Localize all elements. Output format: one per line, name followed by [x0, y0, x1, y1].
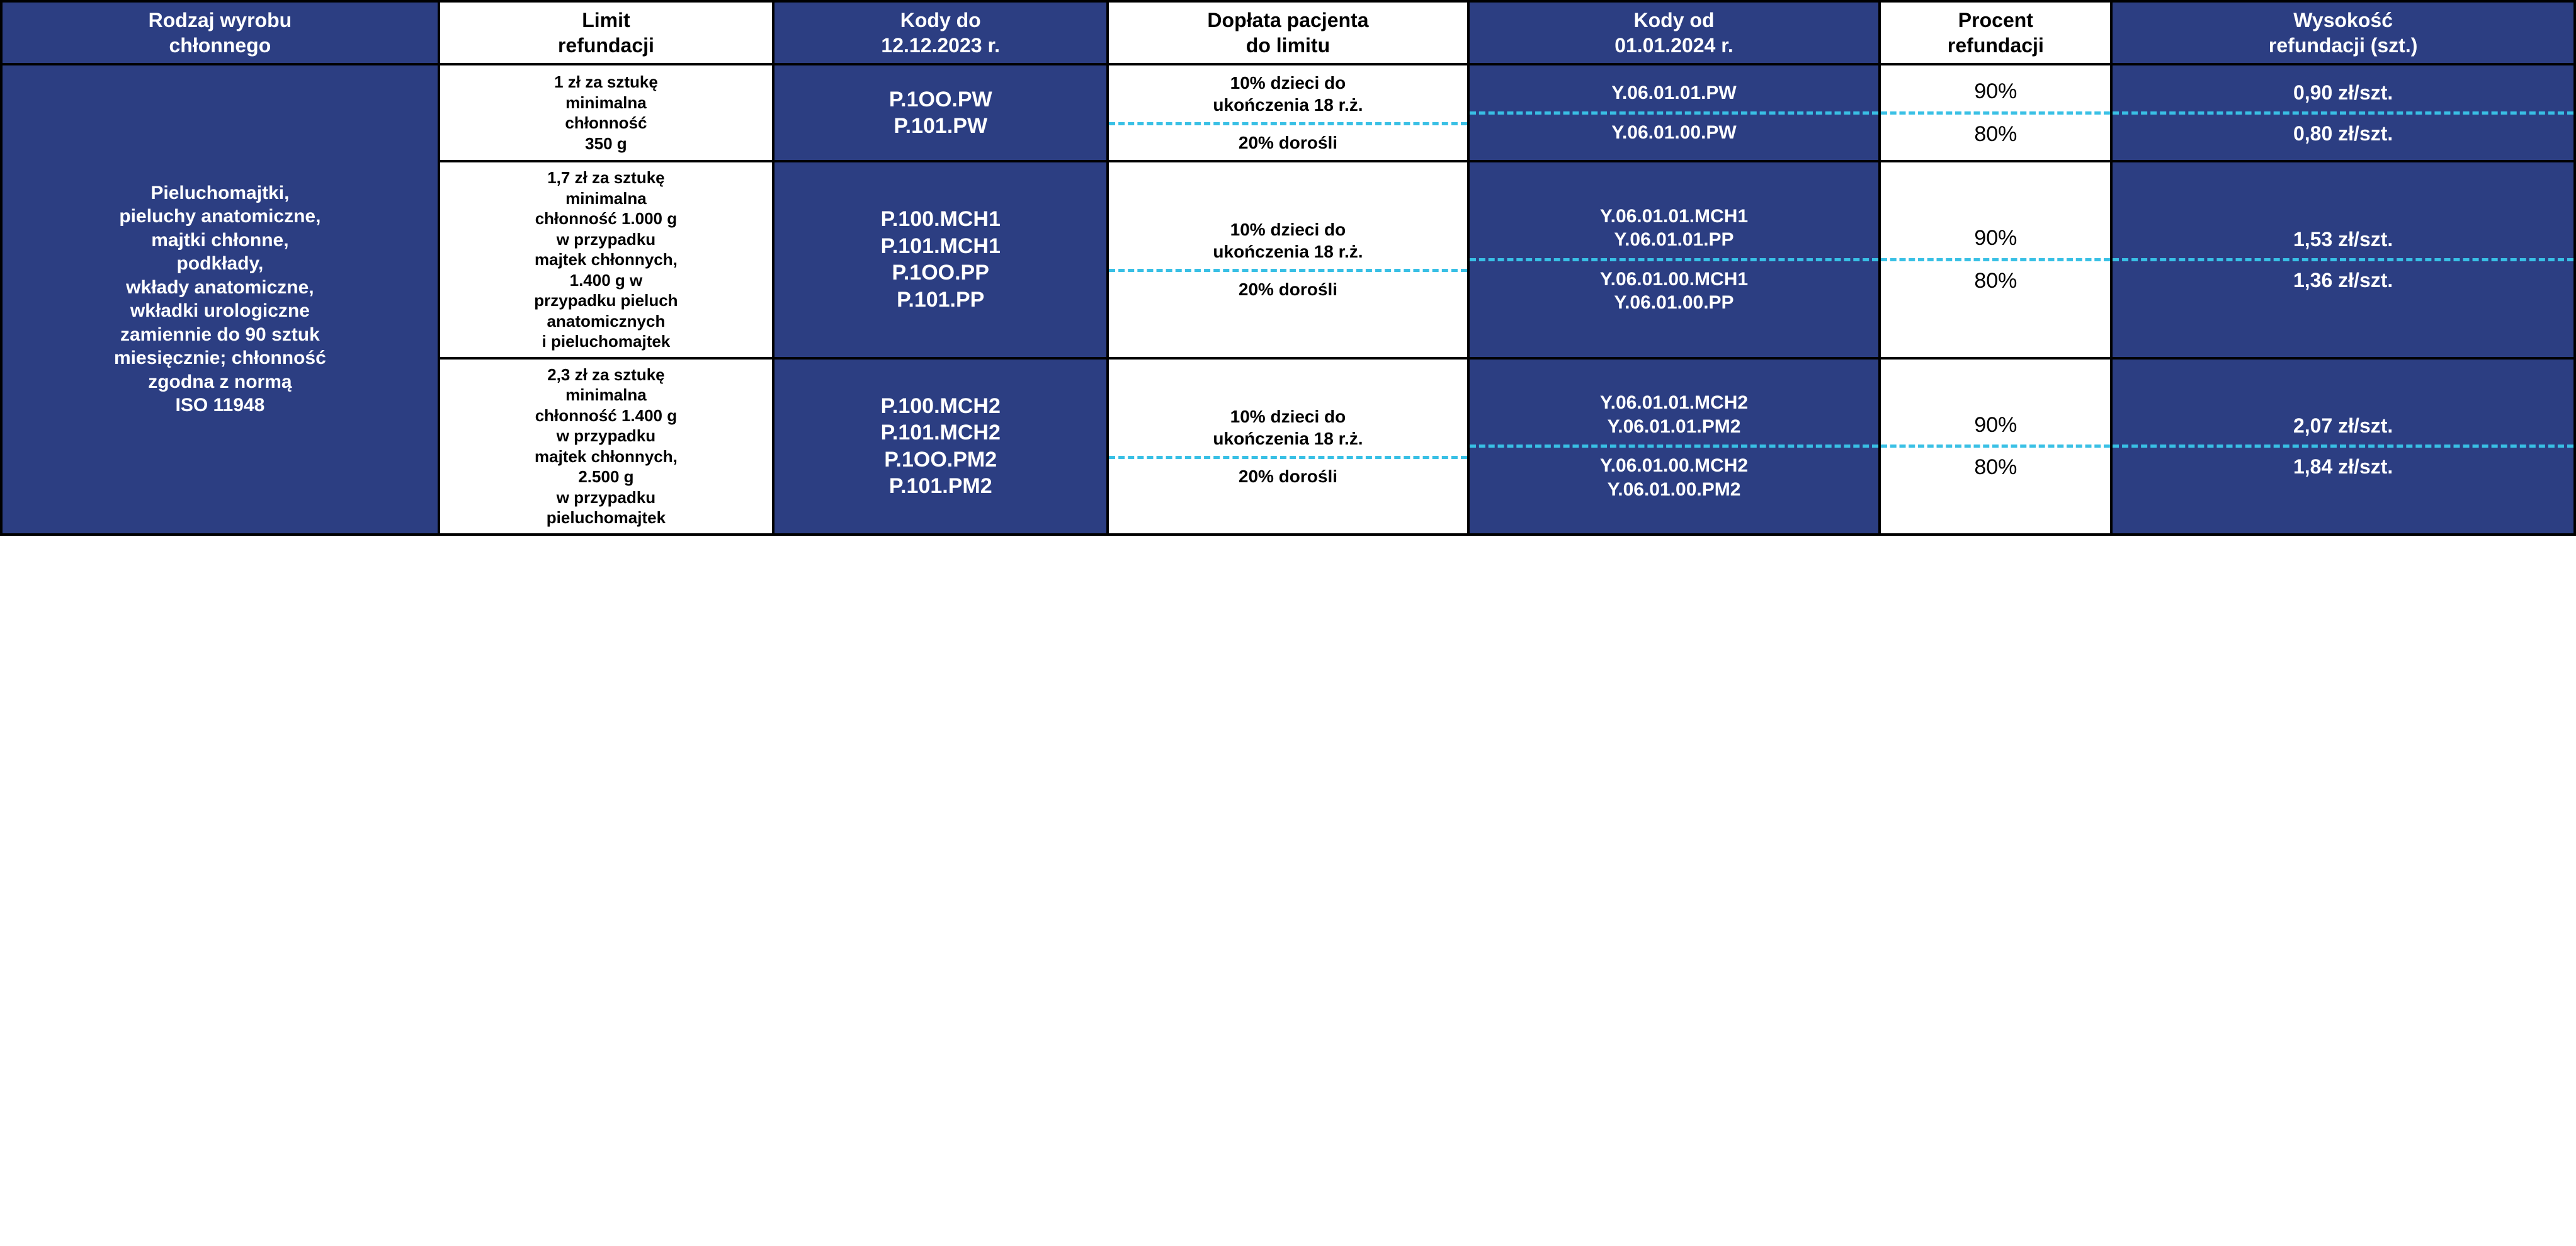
codes-new-adults: Y.06.01.00.MCH1 Y.06.01.00.PP	[1470, 261, 1879, 321]
header-row: Rodzaj wyrobu chłonnego Limit refundacji…	[1, 1, 2575, 64]
doplata-children: 10% dzieci do ukończenia 18 r.ż.	[1109, 65, 1467, 122]
codes-new-adults: Y.06.01.00.PW	[1470, 115, 1879, 151]
refund-children: 2,07 zł/szt.	[2113, 407, 2573, 445]
refund-children: 1,53 zł/szt.	[2113, 220, 2573, 258]
refund-amount-cell: 1,53 zł/szt. 1,36 zł/szt.	[2111, 161, 2575, 358]
table-body: Pieluchomajtki, pieluchy anatomiczne, ma…	[1, 64, 2575, 535]
codes-old-cell: P.100.MCH1 P.101.MCH1 P.1OO.PP P.101.PP	[773, 161, 1108, 358]
procent-children: 90%	[1881, 405, 2110, 445]
procent-adults: 80%	[1881, 115, 2110, 154]
limit-cell: 2,3 zł za sztukę minimalna chłonność 1.4…	[439, 358, 773, 535]
codes-new-cell: Y.06.01.01.PW Y.06.01.00.PW	[1468, 64, 1880, 161]
doplata-children: 10% dzieci do ukończenia 18 r.ż.	[1109, 399, 1467, 456]
codes-new-children: Y.06.01.01.PW	[1470, 75, 1879, 111]
doplata-adults: 20% dorośli	[1109, 459, 1467, 494]
procent-cell: 90% 80%	[1880, 161, 2111, 358]
refund-amount-cell: 0,90 zł/szt. 0,80 zł/szt.	[2111, 64, 2575, 161]
doplata-adults: 20% dorośli	[1109, 125, 1467, 160]
doplata-children: 10% dzieci do ukończenia 18 r.ż.	[1109, 212, 1467, 269]
codes-new-adults: Y.06.01.00.MCH2 Y.06.01.00.PM2	[1470, 448, 1879, 507]
codes-old-cell: P.1OO.PW P.101.PW	[773, 64, 1108, 161]
refund-adults: 1,84 zł/szt.	[2113, 448, 2573, 485]
codes-new-cell: Y.06.01.01.MCH1 Y.06.01.01.PP Y.06.01.00…	[1468, 161, 1880, 358]
doplata-adults: 20% dorośli	[1109, 272, 1467, 307]
header-doplata: Dopłata pacjenta do limitu	[1108, 1, 1468, 64]
codes-old-cell: P.100.MCH2 P.101.MCH2 P.1OO.PM2 P.101.PM…	[773, 358, 1108, 535]
header-product-type: Rodzaj wyrobu chłonnego	[1, 1, 439, 64]
header-procent: Procent refundacji	[1880, 1, 2111, 64]
limit-cell: 1 zł za sztukę minimalna chłonność 350 g	[439, 64, 773, 161]
doplata-cell: 10% dzieci do ukończenia 18 r.ż. 20% dor…	[1108, 358, 1468, 535]
procent-children: 90%	[1881, 218, 2110, 258]
refund-children: 0,90 zł/szt.	[2113, 74, 2573, 111]
product-type-cell: Pieluchomajtki, pieluchy anatomiczne, ma…	[1, 64, 439, 535]
procent-adults: 80%	[1881, 448, 2110, 487]
doplata-cell: 10% dzieci do ukończenia 18 r.ż. 20% dor…	[1108, 161, 1468, 358]
codes-new-children: Y.06.01.01.MCH1 Y.06.01.01.PP	[1470, 198, 1879, 258]
header-codes-new: Kody od 01.01.2024 r.	[1468, 1, 1880, 64]
procent-adults: 80%	[1881, 261, 2110, 301]
refund-amount-cell: 2,07 zł/szt. 1,84 zł/szt.	[2111, 358, 2575, 535]
doplata-cell: 10% dzieci do ukończenia 18 r.ż. 20% dor…	[1108, 64, 1468, 161]
refund-adults: 1,36 zł/szt.	[2113, 261, 2573, 299]
codes-new-children: Y.06.01.01.MCH2 Y.06.01.01.PM2	[1470, 385, 1879, 445]
refund-table: Rodzaj wyrobu chłonnego Limit refundacji…	[0, 0, 2576, 536]
procent-cell: 90% 80%	[1880, 64, 2111, 161]
header-limit: Limit refundacji	[439, 1, 773, 64]
refund-adults: 0,80 zł/szt.	[2113, 115, 2573, 152]
procent-children: 90%	[1881, 72, 2110, 111]
limit-cell: 1,7 zł za sztukę minimalna chłonność 1.0…	[439, 161, 773, 358]
table-row: Pieluchomajtki, pieluchy anatomiczne, ma…	[1, 64, 2575, 161]
codes-new-cell: Y.06.01.01.MCH2 Y.06.01.01.PM2 Y.06.01.0…	[1468, 358, 1880, 535]
header-refund-amount: Wysokość refundacji (szt.)	[2111, 1, 2575, 64]
procent-cell: 90% 80%	[1880, 358, 2111, 535]
header-codes-old: Kody do 12.12.2023 r.	[773, 1, 1108, 64]
